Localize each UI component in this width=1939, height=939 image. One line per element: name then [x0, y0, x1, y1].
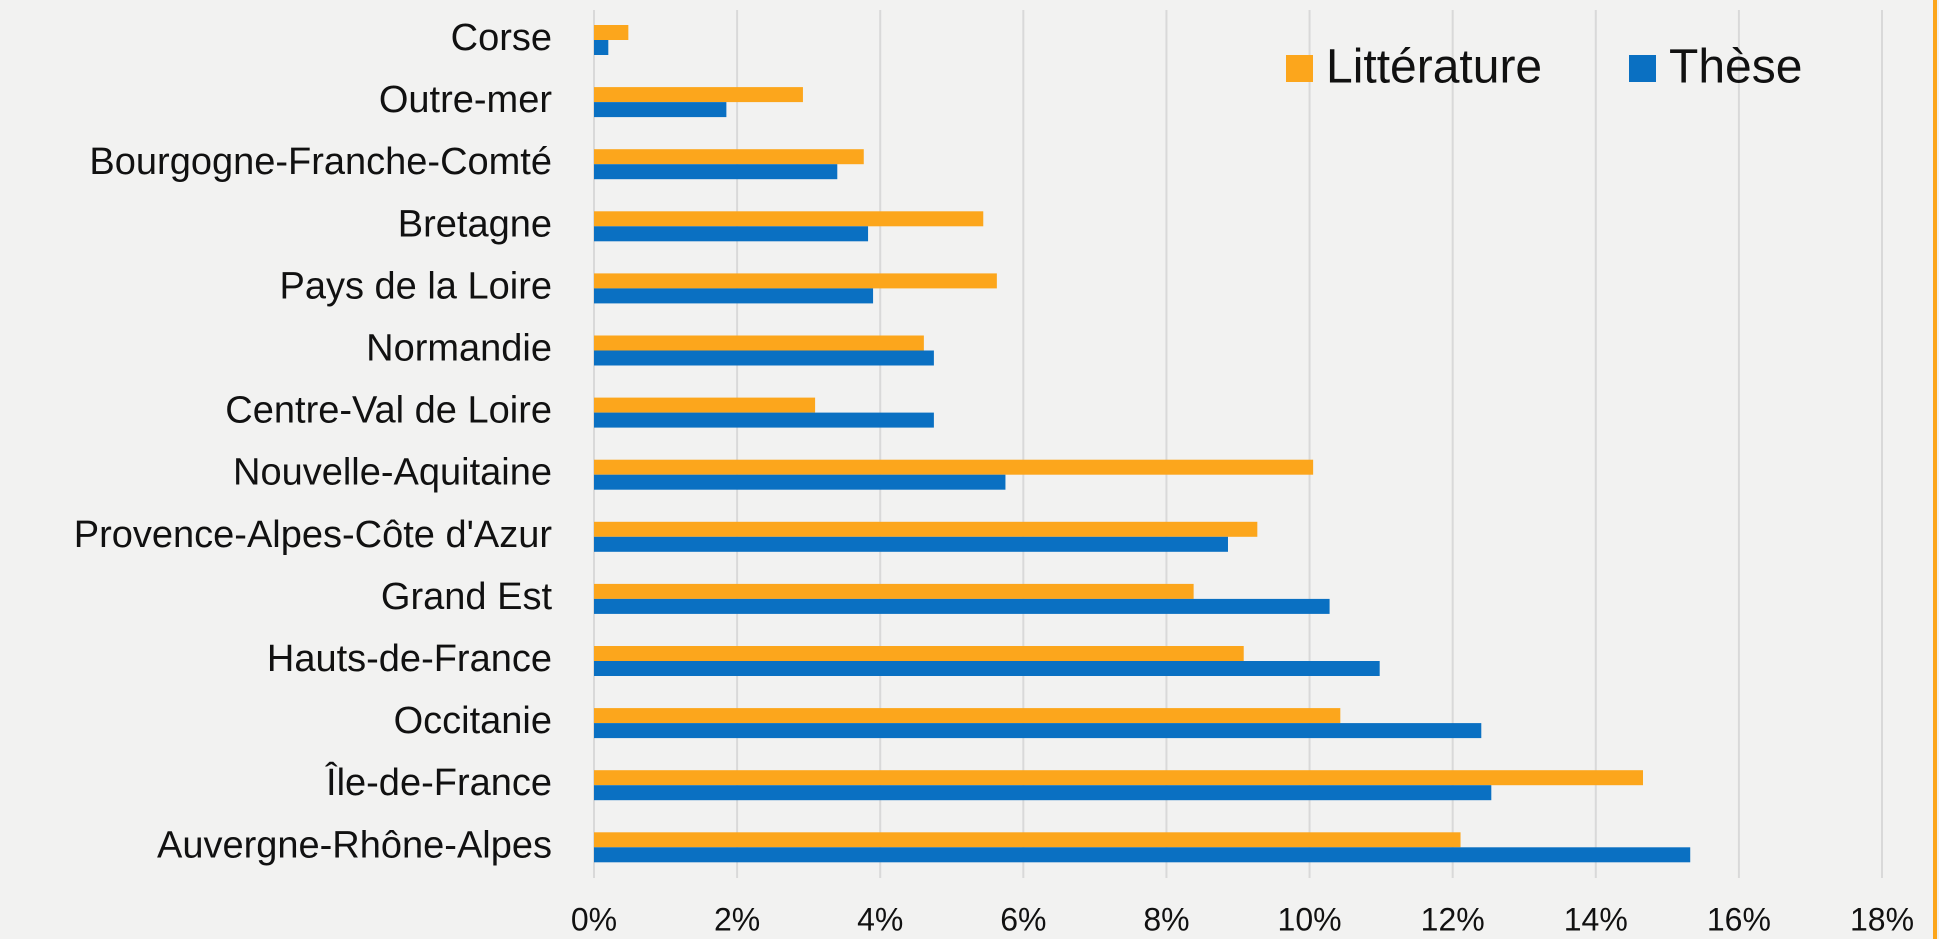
legend-swatch	[1629, 55, 1656, 82]
y-tick-label: Centre-Val de Loire	[225, 390, 552, 432]
bar	[594, 412, 934, 428]
bar	[594, 536, 1228, 552]
bar	[594, 832, 1461, 848]
y-tick-label: Hauts-de-France	[267, 638, 552, 680]
bar	[594, 583, 1194, 599]
bar	[594, 87, 803, 103]
y-tick-label: Bretagne	[398, 203, 552, 245]
bar	[594, 164, 838, 180]
bar	[594, 708, 1341, 724]
y-tick-label: Pays de la Loire	[280, 265, 553, 307]
bar	[594, 211, 984, 227]
bar	[594, 770, 1644, 786]
y-tick-label: Corse	[451, 17, 552, 59]
x-tick-label: 8%	[1143, 901, 1189, 937]
bar	[594, 25, 629, 40]
x-tick-label: 2%	[714, 901, 760, 937]
y-tick-label: Bourgogne-Franche-Comté	[89, 141, 552, 183]
bar	[594, 288, 874, 304]
bar	[594, 598, 1330, 614]
legend-label: Thèse	[1669, 41, 1802, 94]
bar	[594, 661, 1380, 676]
bar	[594, 459, 1314, 475]
y-tick-label: Nouvelle-Aquitaine	[233, 452, 552, 494]
bar	[594, 40, 609, 55]
x-tick-label: 6%	[1000, 901, 1046, 937]
x-tick-label: 16%	[1707, 901, 1771, 937]
y-tick-label: Île-de-France	[325, 761, 552, 804]
bar	[594, 847, 1691, 863]
y-tick-label: Provence-Alpes-Côte d'Azur	[74, 514, 553, 556]
bar	[594, 521, 1258, 537]
y-tick-label: Occitanie	[394, 700, 552, 742]
bar	[594, 273, 997, 289]
y-tick-label: Auvergne-Rhône-Alpes	[157, 824, 552, 866]
legend-swatch	[1286, 55, 1313, 82]
legend-label: Littérature	[1326, 41, 1542, 94]
bar	[594, 723, 1482, 739]
bar	[594, 474, 1006, 490]
bar	[594, 350, 934, 366]
bar	[594, 785, 1492, 801]
x-tick-label: 10%	[1278, 901, 1342, 937]
y-tick-label: Normandie	[366, 328, 552, 370]
bar	[594, 226, 869, 242]
bar	[594, 397, 816, 413]
bar	[594, 149, 864, 165]
x-tick-label: 14%	[1564, 901, 1628, 937]
bar	[594, 646, 1244, 661]
x-tick-label: 0%	[571, 901, 617, 937]
x-tick-label: 18%	[1850, 901, 1914, 937]
bar	[594, 335, 924, 351]
x-tick-label: 12%	[1421, 901, 1485, 937]
bar	[594, 102, 727, 118]
y-tick-label: Grand Est	[381, 576, 553, 618]
x-tick-label: 4%	[857, 901, 903, 937]
y-tick-label: Outre-mer	[379, 79, 552, 121]
